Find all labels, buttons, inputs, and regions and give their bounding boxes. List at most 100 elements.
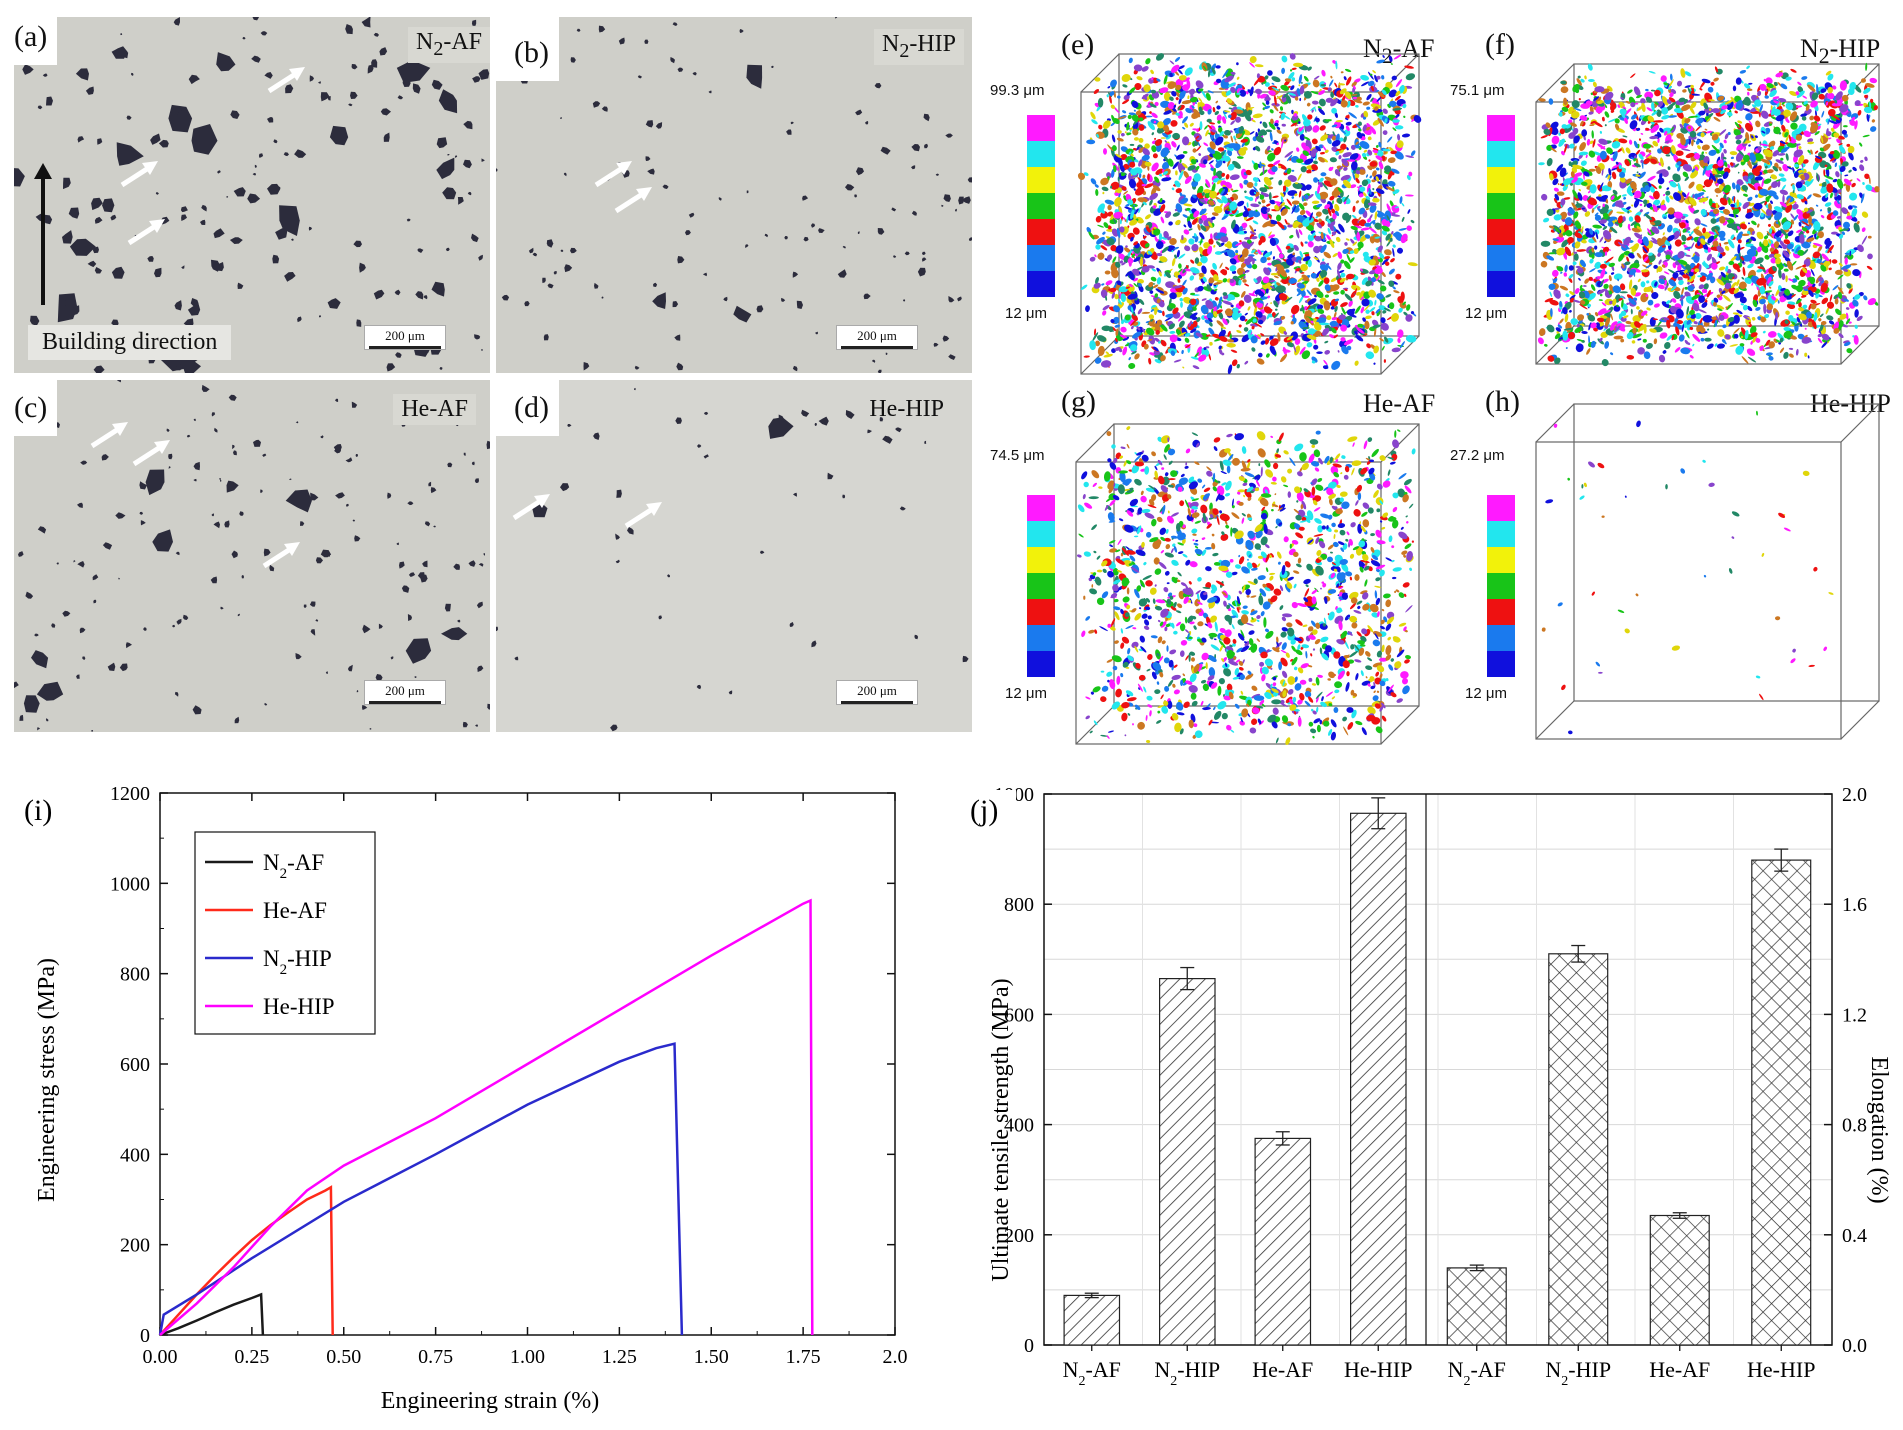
pore	[412, 83, 421, 94]
pore-blob	[1283, 92, 1289, 99]
pore-blob	[1115, 153, 1122, 159]
pore-blob	[1329, 225, 1334, 232]
pore-blob	[1553, 198, 1558, 204]
pore-blob	[1226, 342, 1236, 348]
pore-blob	[1333, 291, 1340, 295]
pore-blob	[1213, 205, 1223, 214]
pore-blob	[1372, 197, 1380, 203]
pore	[68, 207, 80, 219]
pore-blob	[1259, 187, 1268, 193]
pore-blob	[1316, 277, 1320, 282]
pore-blob	[1280, 84, 1289, 91]
pore-blob	[1173, 246, 1180, 250]
panel-label-c: (c)	[14, 380, 58, 436]
pore-blob	[1133, 256, 1141, 263]
pore-blob	[1263, 306, 1272, 314]
pore	[837, 269, 847, 278]
pore-blob	[1132, 268, 1141, 276]
pore-blob	[1343, 76, 1347, 81]
pore-blob	[1754, 135, 1758, 139]
pore-blob	[1338, 269, 1345, 274]
pore	[790, 121, 794, 125]
pore-blob	[1190, 328, 1197, 333]
pore-blob	[1712, 301, 1717, 307]
pore-blob	[1800, 113, 1808, 117]
pore-blob	[1604, 341, 1610, 349]
pore-blob	[1184, 332, 1191, 337]
pore	[168, 453, 173, 460]
pore-blob	[1246, 270, 1250, 273]
pore-blob	[1226, 98, 1233, 104]
pore-blob	[1780, 177, 1787, 182]
pore-blob	[1314, 117, 1320, 123]
pore	[283, 152, 289, 157]
pore-blob	[1403, 311, 1408, 316]
pore-blob	[1310, 272, 1317, 279]
pore-blob	[1216, 301, 1222, 310]
cube-edge	[1080, 53, 1120, 93]
pore-blob	[1245, 217, 1254, 222]
pore-blob	[1865, 62, 1868, 71]
pore-blob	[1086, 139, 1096, 145]
pore-blob	[1294, 221, 1302, 225]
pore-blob	[1593, 204, 1599, 210]
pore-blob	[1189, 267, 1200, 274]
pore	[320, 92, 330, 102]
pore	[51, 623, 56, 628]
pore-blob	[1344, 242, 1348, 246]
pore-blob	[1286, 258, 1294, 266]
pore	[481, 349, 483, 351]
pore-blob	[1373, 362, 1376, 365]
pore-blob	[1362, 116, 1367, 120]
pore	[674, 334, 681, 341]
pore-blob	[1172, 161, 1179, 170]
pore-blob	[1335, 60, 1338, 70]
pore	[962, 655, 969, 663]
pore-blob	[1682, 171, 1689, 178]
pore	[576, 28, 581, 32]
pore-blob	[1684, 71, 1692, 77]
pore-blob	[1282, 185, 1287, 192]
pore-blob	[1607, 173, 1611, 180]
pore-blob	[1190, 259, 1195, 264]
pore-blob	[1266, 313, 1271, 320]
pore	[845, 410, 855, 419]
pore-blob	[1286, 95, 1292, 104]
pore-blob	[1692, 252, 1696, 259]
pore-blob	[1128, 362, 1136, 370]
pore	[120, 33, 123, 36]
pore-blob	[1259, 129, 1268, 136]
pore-blob	[1588, 78, 1595, 83]
pore-blob	[1589, 258, 1594, 264]
pore-blob	[1560, 86, 1569, 94]
pore-blob	[1375, 308, 1381, 314]
pore-blob	[1247, 329, 1252, 336]
pore-blob	[1365, 195, 1371, 200]
pore-blob	[1153, 228, 1161, 236]
pore-blob	[1293, 62, 1304, 68]
pore	[181, 265, 185, 269]
pore	[285, 489, 312, 513]
pore-blob	[1337, 350, 1340, 353]
pore	[264, 72, 273, 79]
pore-blob	[1704, 249, 1708, 254]
pore-blob	[1730, 156, 1734, 160]
pore-blob	[1274, 204, 1279, 211]
pore-blob	[1296, 147, 1300, 152]
pore-blob	[1151, 132, 1155, 136]
pore-blob	[1158, 233, 1163, 241]
pore-blob	[1127, 250, 1132, 257]
pore-blob	[1162, 132, 1169, 138]
pore	[447, 462, 453, 468]
pore-blob	[1410, 219, 1415, 224]
pore-blob	[1159, 256, 1168, 263]
pore-blob	[1258, 299, 1264, 304]
pore	[867, 429, 872, 434]
pore-blob	[1157, 309, 1163, 314]
pore-blob	[1356, 231, 1361, 242]
pore-blob	[1311, 138, 1318, 145]
pore	[405, 638, 432, 664]
pore-blob	[1167, 102, 1175, 110]
pore-blob	[1104, 199, 1115, 205]
pore-blob	[1303, 75, 1309, 82]
